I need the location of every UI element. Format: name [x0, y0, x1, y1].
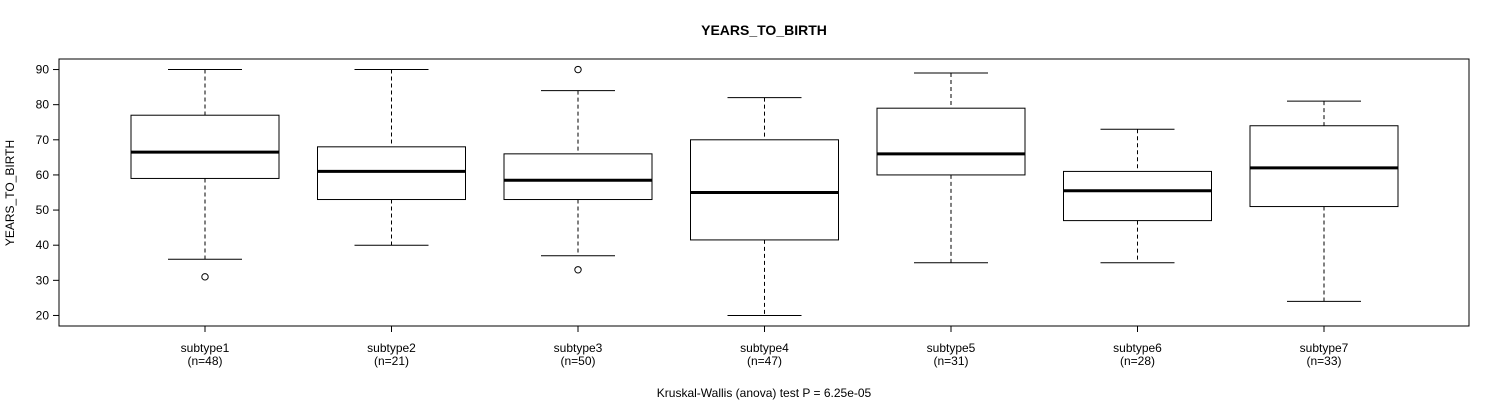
iqr-box: [690, 139, 839, 241]
category-label: subtype3: [554, 341, 603, 355]
y-tick-label: 70: [36, 133, 50, 147]
y-axis-title: YEARS_TO_BIRTH: [3, 140, 17, 246]
iqr-box: [317, 146, 466, 201]
y-tick-label: 40: [36, 238, 50, 252]
iqr-box: [1063, 170, 1212, 222]
category-label: subtype7: [1300, 341, 1349, 355]
outlier-point: [201, 273, 209, 281]
boxes-group: [130, 65, 1399, 316]
category-count-label: (n=50): [560, 354, 595, 368]
chart-title: YEARS_TO_BIRTH: [701, 22, 827, 38]
y-tick-label: 20: [36, 308, 50, 322]
iqr-box: [876, 107, 1026, 176]
iqr-box: [1249, 125, 1399, 208]
category-labels: subtype1(n=48) subtype2(n=21) subtype3(n=5…: [181, 326, 1349, 368]
y-tick-label: 30: [36, 273, 50, 287]
outlier-point: [574, 266, 582, 274]
y-tick-label: 60: [36, 168, 50, 182]
category-count-label: (n=47): [747, 354, 782, 368]
y-axis-ticks: 20 30 40 50 60 70 80 90: [36, 63, 59, 322]
y-tick-label: 50: [36, 203, 50, 217]
category-label: subtype4: [740, 341, 789, 355]
category-label: subtype1: [181, 341, 230, 355]
iqr-box: [503, 153, 653, 201]
test-statistic-label: Kruskal-Wallis (anova) test P = 6.25e-05: [657, 386, 872, 400]
y-tick-label: 80: [36, 98, 50, 112]
category-count-label: (n=48): [187, 354, 222, 368]
category-label: subtype6: [1113, 341, 1162, 355]
y-tick-label: 90: [36, 63, 50, 77]
iqr-box: [130, 114, 280, 179]
category-count-label: (n=33): [1306, 354, 1341, 368]
category-count-label: (n=21): [374, 354, 409, 368]
category-label: subtype5: [927, 341, 976, 355]
category-count-label: (n=28): [1120, 354, 1155, 368]
category-count-label: (n=31): [933, 354, 968, 368]
outlier-point: [574, 65, 582, 74]
category-label: subtype2: [367, 341, 416, 355]
